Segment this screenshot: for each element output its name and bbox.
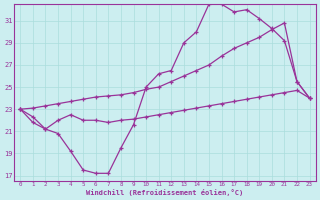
X-axis label: Windchill (Refroidissement éolien,°C): Windchill (Refroidissement éolien,°C) <box>86 189 244 196</box>
